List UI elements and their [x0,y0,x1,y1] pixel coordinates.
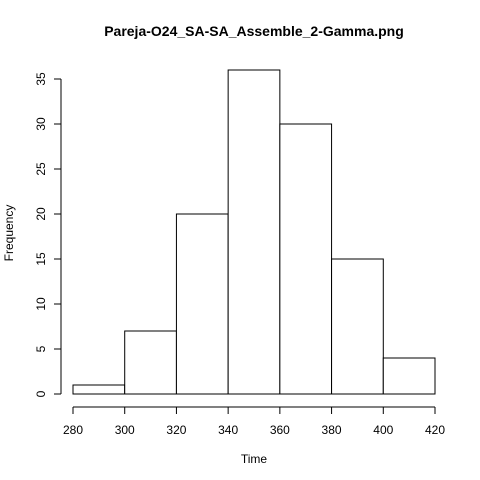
histogram-bar [331,258,384,395]
bars-group [72,69,436,395]
x-tick-label: 420 [425,423,445,437]
histogram-bar [175,213,229,395]
histogram-bar [227,69,281,395]
x-tick-label: 400 [373,423,393,437]
chart-title: Pareja-O24_SA-SA_Assemble_2-Gamma.png [104,23,404,39]
x-axis-label: Time [241,452,268,466]
y-tick-label: 25 [34,162,48,176]
y-tick-label: 0 [34,390,48,397]
x-tick-label: 380 [322,423,342,437]
y-tick-label: 35 [34,72,48,86]
x-tick-label: 340 [218,423,238,437]
x-axis: 280 300 320 340 360 380 400 420 [63,406,445,437]
histogram-bar [124,330,177,395]
y-tick-label: 5 [34,345,48,352]
y-axis: 0 5 10 15 20 25 30 35 [34,72,62,397]
x-tick-label: 280 [63,423,83,437]
y-tick-label: 15 [34,252,48,266]
y-tick-label: 30 [34,117,48,131]
y-tick-label: 20 [34,207,48,221]
y-axis-label: Frequency [2,205,16,262]
x-tick-label: 320 [166,423,186,437]
histogram-bar [382,357,436,395]
y-tick-label: 10 [34,297,48,311]
histogram-bar [279,123,333,395]
x-tick-label: 360 [270,423,290,437]
histogram-bar [72,384,126,395]
x-tick-label: 300 [115,423,135,437]
